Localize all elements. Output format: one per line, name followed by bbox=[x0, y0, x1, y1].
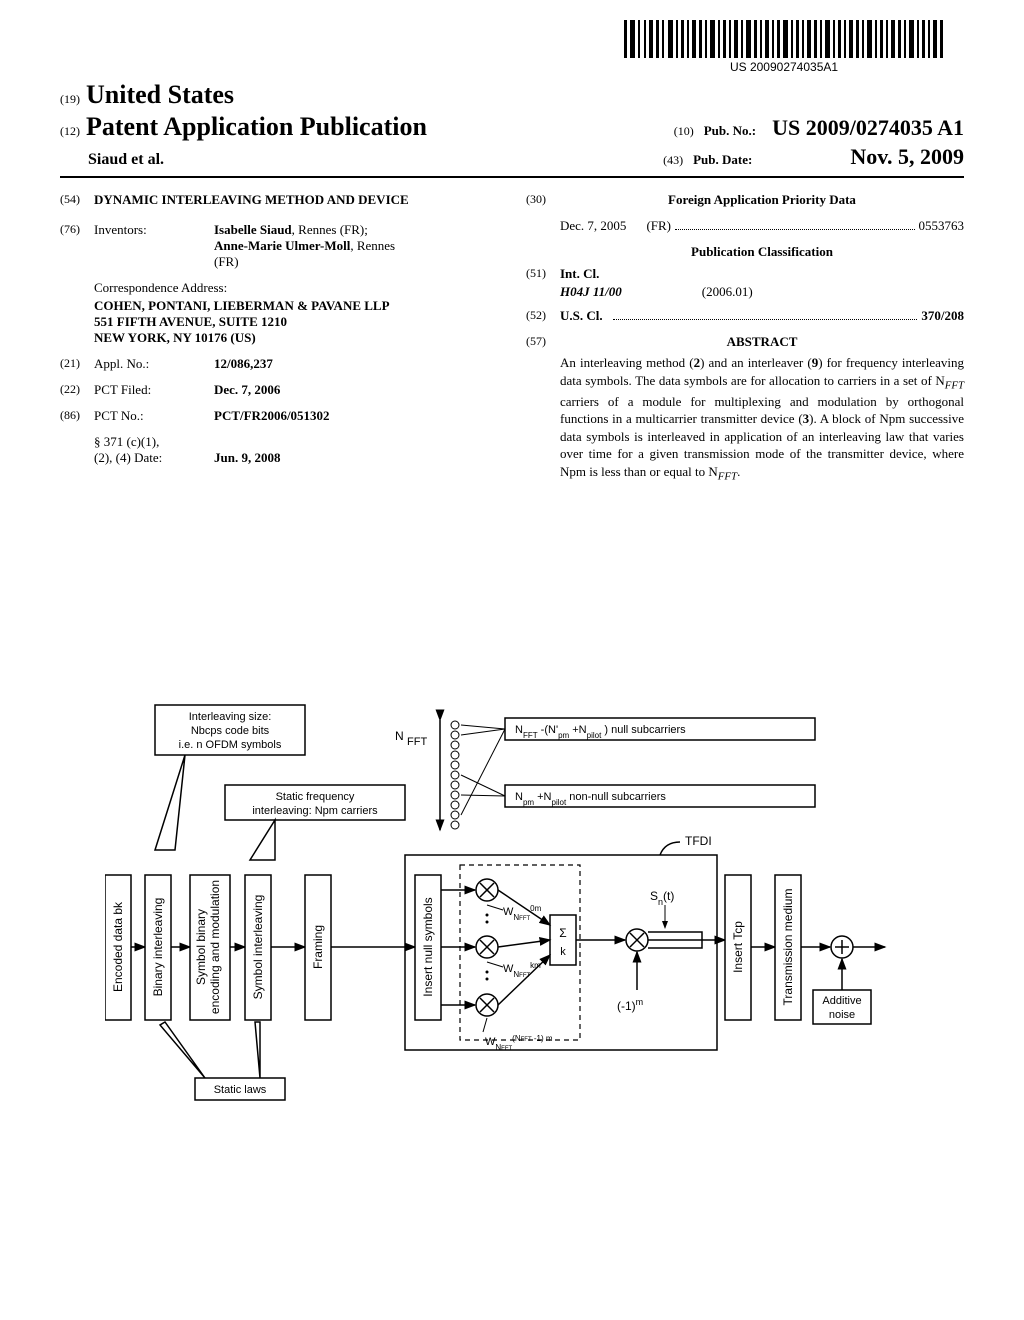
applno: 12/086,237 bbox=[214, 356, 273, 372]
svg-text:Sn(t): Sn(t) bbox=[650, 889, 674, 907]
pubdate-num: (43) bbox=[663, 153, 683, 167]
intcl-class: H04J 11/00 bbox=[560, 284, 622, 300]
foreign-date: Dec. 7, 2005 bbox=[560, 218, 626, 234]
foreign-no: 0553763 bbox=[919, 218, 965, 234]
svg-text:Insert Tcp: Insert Tcp bbox=[731, 921, 745, 973]
abstract-text: An interleaving method (2) and an interl… bbox=[560, 354, 964, 484]
title-num: (54) bbox=[60, 192, 94, 208]
svg-text:TFDI: TFDI bbox=[685, 834, 712, 848]
svg-text:noise: noise bbox=[829, 1009, 855, 1021]
country: United States bbox=[86, 80, 234, 110]
svg-text:interleaving: Npm carriers: interleaving: Npm carriers bbox=[252, 805, 378, 817]
s371-date: Jun. 9, 2008 bbox=[214, 450, 280, 466]
biblio-columns: (54) DYNAMIC INTERLEAVING METHOD AND DEV… bbox=[60, 192, 964, 484]
inventors: Isabelle Siaud, Rennes (FR); Anne-Marie … bbox=[214, 222, 395, 270]
pubdate-label: Pub. Date: bbox=[693, 152, 752, 167]
pub-type: Patent Application Publication bbox=[86, 112, 427, 142]
pubno-num: (10) bbox=[674, 124, 694, 138]
applno-num: (21) bbox=[60, 356, 94, 372]
svg-text:encoding and modulation: encoding and modulation bbox=[208, 880, 222, 1014]
pub-no: US 2009/0274035 A1 bbox=[772, 115, 964, 140]
intcl-num: (51) bbox=[526, 266, 560, 282]
inventors-label: Inventors: bbox=[94, 222, 214, 270]
uscl-label: U.S. Cl. bbox=[560, 308, 603, 324]
authors: Siaud et al. bbox=[88, 151, 164, 169]
pubno-label: Pub. No.: bbox=[704, 123, 756, 138]
intcl-label: Int. Cl. bbox=[560, 266, 599, 282]
uscl-val: 370/208 bbox=[921, 308, 964, 324]
svg-text:FFT: FFT bbox=[407, 736, 427, 748]
svg-text:Insert null symbols: Insert null symbols bbox=[421, 897, 435, 996]
barcode: US 20090274035A1 bbox=[624, 20, 944, 74]
pctfiled: Dec. 7, 2006 bbox=[214, 382, 280, 398]
foreign-title: Foreign Application Priority Data bbox=[560, 192, 964, 208]
correspondence-address: COHEN, PONTANI, LIEBERMAN & PAVANE LLP 5… bbox=[94, 298, 498, 346]
pctfiled-num: (22) bbox=[60, 382, 94, 398]
svg-text:Static frequency: Static frequency bbox=[276, 791, 355, 803]
pubclass-title: Publication Classification bbox=[560, 244, 964, 260]
foreign-num: (30) bbox=[526, 192, 560, 208]
foreign-priority-row: Dec. 7, 2005 (FR) 0553763 bbox=[560, 218, 964, 234]
foreign-cc: (FR) bbox=[646, 218, 671, 234]
s371-label: § 371 (c)(1), (2), (4) Date: bbox=[94, 434, 214, 466]
svg-text:Σ: Σ bbox=[559, 926, 566, 940]
uscl-num: (52) bbox=[526, 308, 560, 324]
barcode-text: US 20090274035A1 bbox=[624, 60, 944, 74]
pctno-num: (86) bbox=[60, 408, 94, 424]
abstract-num: (57) bbox=[526, 334, 560, 350]
svg-text:WNFFT(NFFT -1) m: WNFFT(NFFT -1) m bbox=[485, 1034, 553, 1052]
pctno: PCT/FR2006/051302 bbox=[214, 408, 330, 424]
abstract-title: ABSTRACT bbox=[560, 334, 964, 350]
svg-text:Framing: Framing bbox=[311, 925, 325, 969]
svg-text:Symbol binary: Symbol binary bbox=[194, 909, 208, 985]
svg-text:Encoded data bk: Encoded data bk bbox=[111, 901, 125, 992]
barcode-bars bbox=[624, 20, 944, 58]
correspondence-label: Correspondence Address: bbox=[94, 280, 498, 296]
applno-label: Appl. No.: bbox=[94, 356, 214, 372]
intcl-year: (2006.01) bbox=[702, 284, 753, 300]
svg-text:Transmission medium: Transmission medium bbox=[781, 889, 795, 1006]
pctfiled-label: PCT Filed: bbox=[94, 382, 214, 398]
svg-text:Binary interleaving: Binary interleaving bbox=[151, 898, 165, 997]
pubtype-num: (12) bbox=[60, 124, 80, 139]
svg-text:(-1)m: (-1)m bbox=[617, 997, 643, 1013]
header-rule bbox=[60, 176, 964, 178]
pctno-label: PCT No.: bbox=[94, 408, 214, 424]
inventors-num: (76) bbox=[60, 222, 94, 270]
country-num: (19) bbox=[60, 92, 80, 107]
svg-text:Static laws: Static laws bbox=[214, 1084, 267, 1096]
svg-text:Symbol interleaving: Symbol interleaving bbox=[251, 895, 265, 1000]
right-column: (30) Foreign Application Priority Data D… bbox=[526, 192, 964, 484]
pub-date: Nov. 5, 2009 bbox=[850, 144, 964, 169]
left-column: (54) DYNAMIC INTERLEAVING METHOD AND DEV… bbox=[60, 192, 498, 484]
svg-text:Nbcps code bits: Nbcps code bits bbox=[191, 725, 270, 737]
header: (19) United States (12) Patent Applicati… bbox=[60, 80, 964, 170]
svg-text:Interleaving size:: Interleaving size: bbox=[189, 711, 272, 723]
svg-text:k: k bbox=[560, 946, 566, 958]
invention-title: DYNAMIC INTERLEAVING METHOD AND DEVICE bbox=[94, 192, 409, 208]
svg-text:Additive: Additive bbox=[822, 995, 861, 1007]
patent-figure: Interleaving size: Nbcps code bits i.e. … bbox=[105, 700, 919, 1130]
svg-text:i.e. n OFDM symbols: i.e. n OFDM symbols bbox=[179, 739, 282, 751]
svg-text:N: N bbox=[395, 729, 404, 743]
